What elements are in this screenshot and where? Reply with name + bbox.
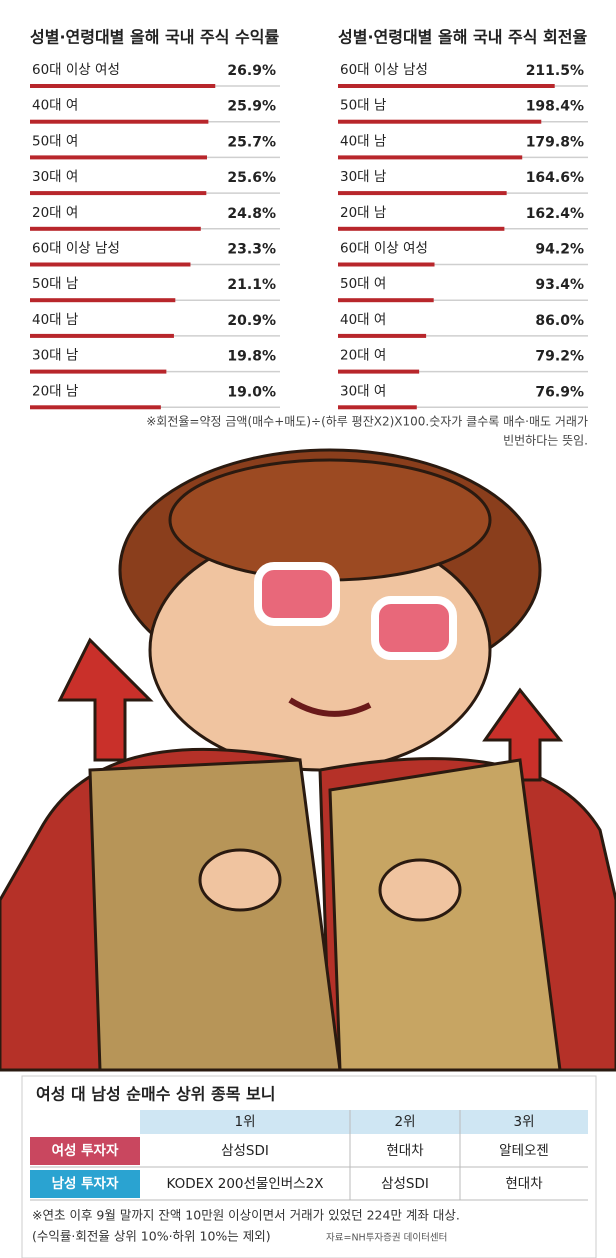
bar (338, 369, 420, 374)
category-label: 30대 남 (340, 169, 386, 185)
bar (30, 84, 216, 88)
value-label: 19.0% (227, 384, 276, 400)
table-cell: KODEX 200선물인버스2X (167, 1176, 324, 1192)
smile (288, 697, 372, 717)
value-label: 86.0% (535, 313, 584, 329)
bar (30, 262, 191, 267)
bar (30, 191, 207, 196)
row-label-bg (30, 1170, 140, 1198)
value-label: 25.7% (227, 134, 276, 150)
category-label: 60대 이상 남성 (340, 62, 428, 78)
category-label: 60대 이상 여성 (340, 241, 428, 257)
category-label: 20대 여 (32, 205, 78, 221)
chart-title: 성별·연령대별 올해 국내 주식 수익률 (30, 28, 279, 47)
bar (338, 119, 542, 124)
value-label: 79.2% (535, 349, 584, 365)
category-label: 30대 남 (32, 348, 78, 364)
source: 자료=NH투자증권 데이터센터 (326, 1232, 447, 1244)
bar (338, 226, 505, 231)
hand-right (378, 858, 462, 922)
chart-title: 성별·연령대별 올해 국내 주식 회전율 (338, 28, 587, 47)
value-label: 21.1% (227, 277, 276, 293)
bar (338, 333, 427, 338)
glasses-right (371, 596, 457, 660)
bag-left (88, 758, 342, 1072)
table-cell: 알테오젠 (499, 1143, 549, 1159)
note: 빈번하다는 뜻임. (503, 434, 588, 448)
bar (338, 262, 435, 267)
table-cell: 현대차 (505, 1176, 543, 1192)
bar (338, 84, 555, 88)
value-label: 26.9% (227, 63, 276, 79)
table-cell: 삼성SDI (381, 1176, 429, 1192)
table-column-header: 2위 (394, 1114, 415, 1130)
table-column-header: 1위 (234, 1114, 255, 1130)
category-label: 40대 여 (340, 312, 386, 328)
value-label: 23.3% (227, 242, 276, 258)
note: ※회전율=약정 금액(매수+매도)÷(하루 평잔X2)X100.숫자가 클수록 … (146, 414, 588, 429)
category-label: 40대 남 (340, 133, 386, 149)
bar (30, 369, 167, 374)
value-label: 25.9% (227, 99, 276, 115)
value-label: 162.4% (526, 206, 584, 222)
value-label: 76.9% (535, 384, 584, 400)
category-label: 40대 여 (32, 98, 78, 114)
row-label: 여성 투자자 (52, 1142, 119, 1159)
hand-left (198, 848, 282, 912)
value-label: 164.6% (526, 170, 584, 186)
value-label: 94.2% (535, 242, 584, 258)
category-label: 50대 남 (32, 276, 78, 292)
value-label: 25.6% (227, 170, 276, 186)
value-label: 93.4% (535, 277, 584, 293)
hair-top (168, 458, 492, 582)
value-label: 24.8% (227, 206, 276, 222)
row-label-bg (30, 1137, 140, 1165)
bar (338, 405, 417, 410)
footnote: ※연초 이후 9월 말까지 잔액 10만원 이상이면서 거래가 있었던 224만… (32, 1208, 460, 1223)
bar (30, 333, 174, 338)
category-label: 50대 여 (32, 133, 78, 149)
category-label: 30대 여 (32, 169, 78, 185)
value-label: 211.5% (526, 63, 584, 79)
category-label: 60대 이상 여성 (32, 62, 120, 78)
bar (30, 226, 201, 231)
row-label: 남성 투자자 (52, 1175, 119, 1192)
bar (338, 155, 523, 160)
bar (30, 298, 176, 303)
value-label: 20.9% (227, 313, 276, 329)
category-label: 60대 이상 남성 (32, 241, 120, 257)
value-label: 179.8% (526, 134, 584, 150)
illustration (0, 448, 616, 1072)
category-label: 40대 남 (32, 312, 78, 328)
table-header-bg (140, 1110, 588, 1134)
value-label: 198.4% (526, 99, 584, 115)
arrow-right (482, 687, 564, 782)
value-label: 19.8% (227, 349, 276, 365)
table-cell: 삼성SDI (221, 1143, 269, 1159)
table-column-header: 3위 (513, 1114, 534, 1130)
category-label: 20대 남 (340, 205, 386, 221)
bar (338, 191, 507, 196)
category-label: 50대 남 (340, 98, 386, 114)
bar (338, 298, 434, 303)
category-label: 30대 여 (340, 383, 386, 399)
glasses-left (254, 562, 340, 626)
category-label: 20대 여 (340, 348, 386, 364)
bar (30, 405, 161, 410)
bar (30, 155, 207, 160)
arrow-left (57, 637, 154, 762)
category-label: 50대 여 (340, 276, 386, 292)
footnote: (수익률·회전율 상위 10%·하위 10%는 제외) (32, 1229, 271, 1244)
category-label: 20대 남 (32, 383, 78, 399)
table-title: 여성 대 남성 순매수 상위 종목 보니 (36, 1085, 276, 1104)
bar (30, 119, 209, 124)
table-cell: 현대차 (386, 1143, 424, 1159)
